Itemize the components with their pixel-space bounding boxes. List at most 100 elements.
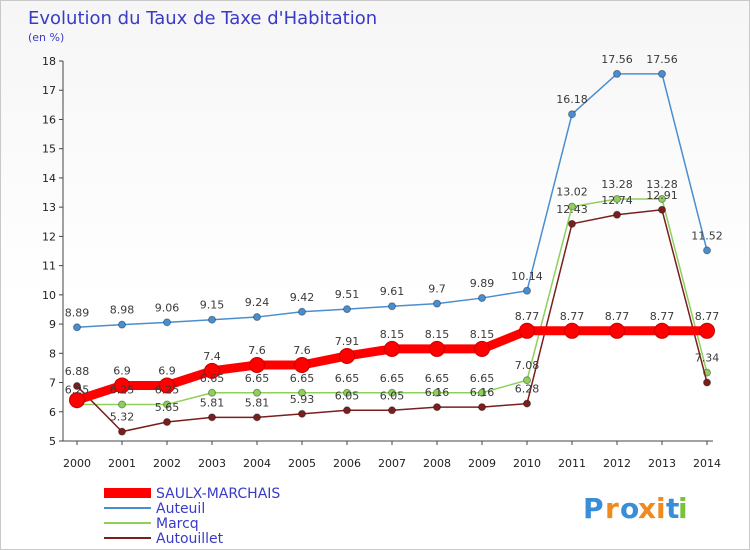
data-point [208, 388, 216, 397]
data-label: 7.4 [203, 350, 221, 363]
data-label: 10.14 [511, 270, 543, 283]
data-label: 6.65 [245, 372, 270, 385]
data-point [208, 315, 216, 324]
chart-subtitle: (en %) [28, 31, 64, 44]
data-label: 5.81 [200, 396, 225, 409]
data-point [388, 406, 396, 415]
legend-label: Autouillet [156, 531, 224, 547]
data-label: 11.52 [691, 229, 723, 242]
data-point [298, 307, 306, 316]
data-label: 9.89 [470, 277, 495, 290]
data-label: 7.08 [515, 359, 540, 372]
data-point [114, 377, 130, 394]
data-label: 6.65 [470, 372, 495, 385]
data-label: 8.15 [425, 328, 450, 341]
data-label: 12.43 [556, 203, 588, 216]
x-tick-label: 2004 [243, 457, 271, 470]
legend-label: Auteuil [156, 501, 205, 517]
data-point [523, 286, 531, 295]
y-tick-label: 15 [42, 143, 56, 156]
logo-letter: r [605, 492, 619, 525]
data-label: 8.15 [470, 328, 495, 341]
data-label: 6.65 [380, 372, 405, 385]
data-point [654, 322, 670, 339]
data-point [523, 399, 531, 408]
data-point [613, 194, 621, 203]
data-label: 13.28 [601, 178, 633, 191]
data-label: 9.7 [428, 283, 446, 296]
data-point [433, 388, 441, 397]
x-tick-label: 2001 [108, 457, 136, 470]
y-tick-group: 5 6 7 8 9 10 11 12 13 14 15 16 17 18 [42, 55, 63, 448]
data-point [658, 194, 666, 203]
logo-letter: x [638, 492, 656, 525]
data-point [73, 323, 81, 332]
data-point [478, 294, 486, 303]
data-label: 13.02 [556, 186, 588, 199]
data-label: 6.28 [515, 383, 540, 396]
series-group [69, 69, 715, 436]
data-point [118, 400, 126, 409]
data-point [568, 202, 576, 211]
data-label: 7.91 [335, 335, 360, 348]
data-point [429, 340, 445, 357]
data-label: 17.56 [646, 53, 678, 66]
data-label: 6.65 [290, 372, 315, 385]
logo-letter: o [620, 492, 639, 525]
x-tick-label: 2007 [378, 457, 406, 470]
legend-label: SAULX-MARCHAIS [156, 486, 280, 502]
data-point [474, 340, 490, 357]
data-point [208, 413, 216, 422]
data-point [118, 320, 126, 329]
data-point [478, 403, 486, 412]
data-label: 6.05 [380, 389, 405, 402]
x-tick-label: 2000 [63, 457, 91, 470]
data-label: 6.25 [65, 383, 90, 396]
data-point [253, 388, 261, 397]
x-tick-label: 2006 [333, 457, 361, 470]
x-tick-label: 2010 [513, 457, 541, 470]
data-point [204, 362, 220, 379]
data-label: 8.77 [605, 310, 630, 323]
logo-letter: i [656, 492, 666, 525]
x-tick-label: 2009 [468, 457, 496, 470]
y-tick-label: 5 [49, 435, 56, 448]
data-label: 13.28 [646, 178, 678, 191]
data-label: 9.51 [335, 288, 360, 301]
data-point [703, 378, 711, 387]
data-label: 5.93 [290, 393, 315, 406]
data-label: 9.06 [155, 301, 180, 314]
data-label: 16.18 [556, 93, 588, 106]
data-point [609, 322, 625, 339]
x-tick-label: 2005 [288, 457, 316, 470]
data-label: 9.24 [245, 296, 270, 309]
data-label: 8.15 [380, 328, 405, 341]
data-label: 9.61 [380, 285, 405, 298]
data-label: 6.88 [65, 365, 90, 378]
data-label: 7.6 [248, 344, 266, 357]
data-label: 7.34 [695, 352, 720, 365]
data-point [343, 388, 351, 397]
y-tick-label: 11 [42, 260, 56, 273]
data-point [388, 388, 396, 397]
data-point [163, 418, 171, 426]
data-point [343, 305, 351, 314]
data-point [564, 322, 580, 339]
y-tick-label: 17 [42, 84, 56, 97]
y-tick-label: 7 [49, 377, 56, 390]
data-label: 6.25 [155, 383, 180, 396]
data-point [159, 377, 175, 394]
data-point [249, 357, 265, 373]
y-tick-label: 14 [42, 172, 56, 185]
logo-letter: i [678, 492, 688, 525]
y-tick-label: 13 [42, 201, 56, 214]
data-point [388, 302, 396, 311]
chart-title: Evolution du Taux de Taxe d'Habitation [28, 8, 377, 29]
x-tick-label: 2012 [603, 457, 631, 470]
data-point [433, 403, 441, 412]
data-label: 9.42 [290, 291, 315, 304]
